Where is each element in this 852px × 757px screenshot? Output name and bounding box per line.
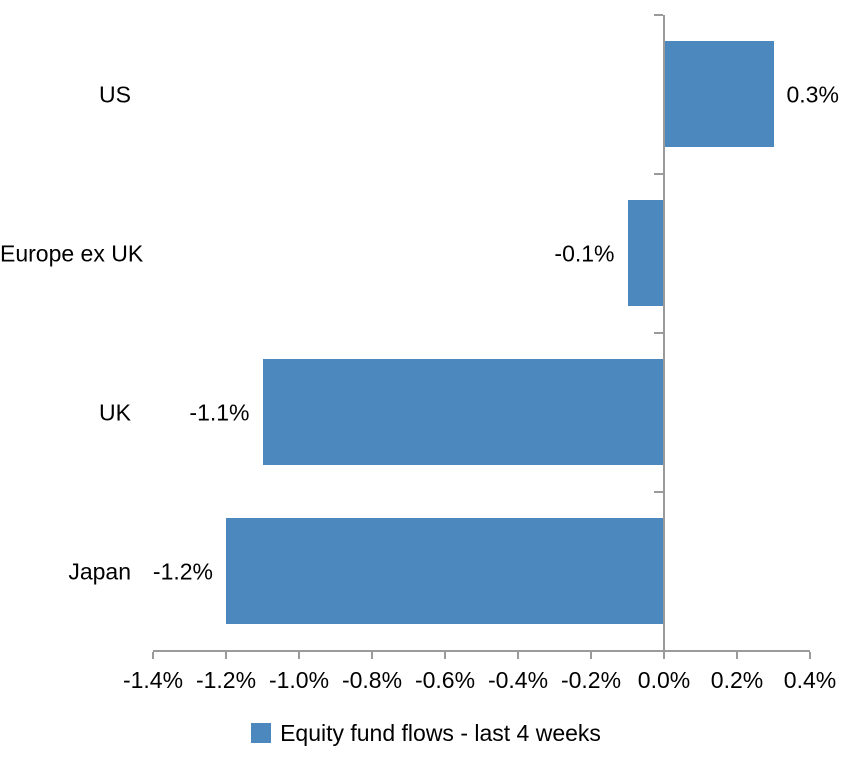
category-tick-mark xyxy=(654,650,663,652)
category-label: Europe ex UK xyxy=(0,240,144,266)
category-label: UK xyxy=(99,399,131,425)
legend-swatch-icon xyxy=(251,723,272,743)
x-tick-label: -0.6% xyxy=(414,667,476,693)
zero-axis-line xyxy=(663,15,665,659)
bar xyxy=(262,359,664,465)
chart-row: US 0.3% xyxy=(0,15,852,174)
x-tick-label: 0.4% xyxy=(783,667,837,693)
x-tick-mark xyxy=(444,652,446,659)
category-tick-mark xyxy=(654,173,663,175)
x-axis-line xyxy=(153,650,810,652)
x-tick-label: -1.2% xyxy=(195,667,257,693)
category-tick-mark xyxy=(654,491,663,493)
x-tick-mark xyxy=(371,652,373,659)
x-tick-mark xyxy=(152,652,154,659)
x-tick-mark xyxy=(517,652,519,659)
x-tick-mark xyxy=(298,652,300,659)
x-tick-label: 0.0% xyxy=(637,667,691,693)
x-tick-mark xyxy=(590,652,592,659)
chart-row: Japan -1.2% xyxy=(0,492,852,651)
x-tick-mark xyxy=(736,652,738,659)
x-tick-label: -1.0% xyxy=(268,667,330,693)
x-tick-mark xyxy=(809,652,811,659)
x-tick-label: -0.4% xyxy=(487,667,549,693)
category-tick-mark xyxy=(654,332,663,334)
bar xyxy=(226,518,664,624)
category-label: Japan xyxy=(68,558,131,584)
x-tick-mark xyxy=(225,652,227,659)
chart-row: UK -1.1% xyxy=(0,333,852,492)
category-tick-mark xyxy=(654,14,663,16)
category-label: US xyxy=(99,81,131,107)
bar xyxy=(627,200,664,306)
legend-label: Equity fund flows - last 4 weeks xyxy=(280,719,601,746)
legend: Equity fund flows - last 4 weeks xyxy=(0,716,852,750)
x-tick-label: -0.2% xyxy=(560,667,622,693)
x-tick-mark xyxy=(663,652,665,659)
value-label: -1.1% xyxy=(189,399,250,425)
x-tick-label: 0.2% xyxy=(710,667,764,693)
x-tick-label: -0.8% xyxy=(341,667,403,693)
bar xyxy=(664,41,774,147)
chart-row: Europe ex UK -0.1% xyxy=(0,174,852,333)
value-label: 0.3% xyxy=(786,81,839,107)
value-label: -0.1% xyxy=(554,240,615,266)
value-label: -1.2% xyxy=(152,558,213,584)
x-tick-label: -1.4% xyxy=(122,667,184,693)
